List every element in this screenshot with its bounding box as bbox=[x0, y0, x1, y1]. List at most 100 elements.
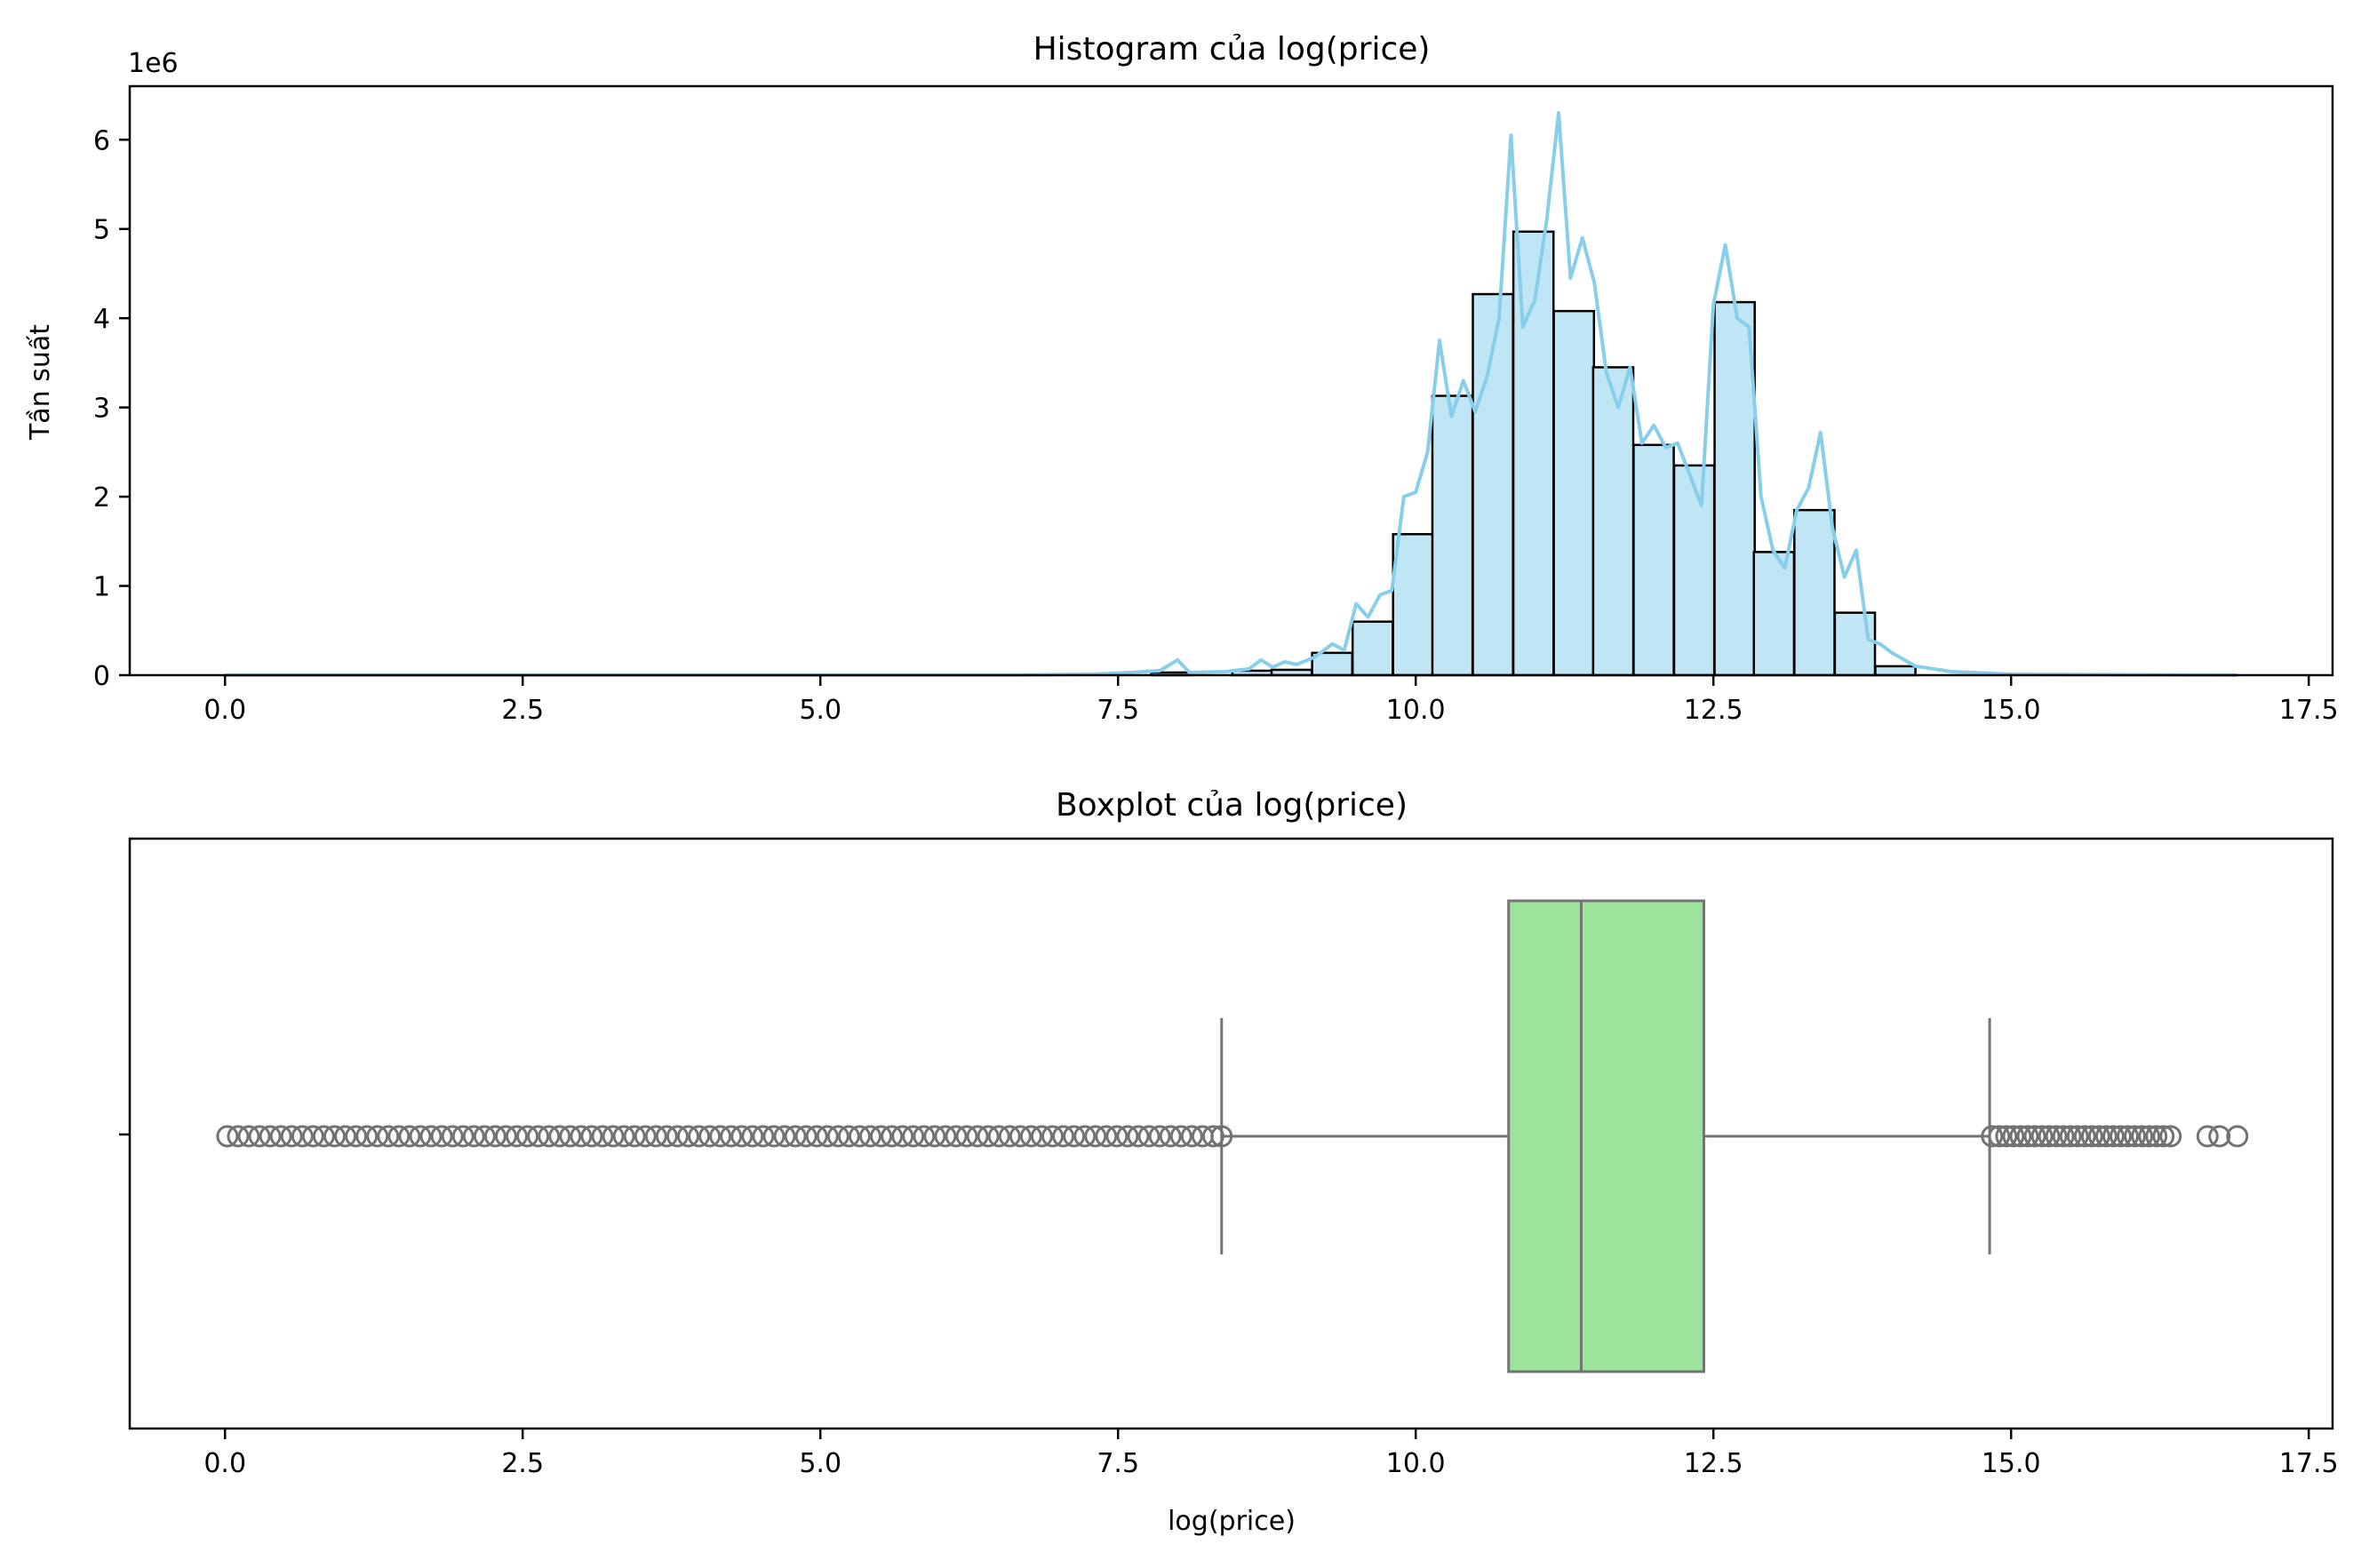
boxplot-outlier-point bbox=[870, 1125, 893, 1148]
boxplot-outlier-point bbox=[259, 1125, 282, 1148]
boxplot-outlier-point bbox=[2087, 1125, 2110, 1148]
boxplot-outlier-point bbox=[483, 1125, 507, 1148]
histogram-x-tick-label: 5.0 bbox=[799, 695, 842, 726]
histogram-x-tick-label: 10.0 bbox=[1386, 695, 1446, 726]
boxplot-outlier-point bbox=[516, 1125, 539, 1148]
boxplot-outlier-point bbox=[237, 1125, 260, 1148]
boxplot-outlier-point bbox=[2159, 1125, 2182, 1148]
histogram-bar-8 bbox=[1472, 292, 1514, 677]
histogram-bar-13 bbox=[1672, 464, 1716, 677]
histogram-axes-frame bbox=[128, 84, 2334, 677]
boxplot-outlier-point bbox=[548, 1125, 571, 1148]
boxplot-outlier-point bbox=[2030, 1125, 2054, 1148]
boxplot-outlier-point bbox=[1127, 1125, 1150, 1148]
histogram-y-axis-label: Tần suất bbox=[25, 324, 56, 441]
boxplot-outlier-point bbox=[816, 1125, 839, 1148]
boxplot-outlier-point bbox=[794, 1125, 818, 1148]
boxplot-outlier-point bbox=[2023, 1125, 2046, 1148]
boxplot-outlier-point bbox=[891, 1125, 914, 1148]
boxplot-outlier-point bbox=[441, 1125, 464, 1148]
boxplot-outlier-point bbox=[644, 1125, 667, 1148]
boxplot-outlier-point bbox=[591, 1125, 614, 1148]
boxplot-outlier-point bbox=[858, 1125, 881, 1148]
boxplot-outlier-point bbox=[366, 1125, 389, 1148]
boxplot-outlier-point bbox=[2009, 1125, 2032, 1148]
histogram-bar-17 bbox=[1833, 611, 1877, 677]
histogram-x-tick-label: 15.0 bbox=[1982, 695, 2041, 726]
boxplot-outlier-point bbox=[902, 1125, 925, 1148]
histogram-bar-11 bbox=[1591, 366, 1635, 677]
histogram-bar-12 bbox=[1632, 443, 1675, 677]
histogram-x-ticks: 0.0 2.5 5.0 7.5 10.0 12.5 15.0 17.5 bbox=[203, 675, 2339, 726]
boxplot-outlier-point bbox=[2152, 1125, 2175, 1148]
boxplot-outlier-point bbox=[1095, 1125, 1118, 1148]
boxplot-outlier-point bbox=[773, 1125, 796, 1148]
boxplot-outlier-point bbox=[784, 1125, 807, 1148]
boxplot-x-tick-label: 12.5 bbox=[1684, 1448, 1743, 1479]
boxplot-outlier-point bbox=[409, 1125, 432, 1148]
boxplot-outlier-point bbox=[473, 1125, 496, 1148]
histogram-y-offset-label: 1e6 bbox=[128, 48, 179, 79]
boxplot-x-tick-label: 7.5 bbox=[1097, 1448, 1139, 1479]
boxplot-outlier-point bbox=[913, 1125, 936, 1148]
boxplot-outlier-point bbox=[1137, 1125, 1161, 1148]
histogram-y-tick-label: 1 bbox=[93, 572, 110, 603]
histogram-kde-line bbox=[225, 111, 2237, 677]
boxplot-outlier-point bbox=[1019, 1125, 1042, 1148]
boxplot-outlier-point bbox=[398, 1125, 421, 1148]
histogram-x-tick-label: 7.5 bbox=[1097, 695, 1139, 726]
boxplot-outlier-point bbox=[2045, 1125, 2068, 1148]
histogram-bar-7 bbox=[1431, 394, 1474, 677]
boxplot-x-tick-label: 15.0 bbox=[1982, 1448, 2041, 1479]
boxplot-outlier-point bbox=[1116, 1125, 1139, 1148]
boxplot-x-tick-label: 2.5 bbox=[501, 1448, 544, 1479]
boxplot-outlier-point bbox=[1009, 1125, 1032, 1148]
histogram-panel: Histogram của log(price) 1e6 Tần suất 0.… bbox=[25, 31, 2339, 726]
boxplot-box bbox=[1220, 899, 1991, 1373]
boxplot-outlier-point bbox=[269, 1125, 292, 1148]
histogram-bar-16 bbox=[1793, 508, 1836, 677]
histogram-title: Histogram của log(price) bbox=[1033, 31, 1431, 68]
boxplot-outlier-point bbox=[1105, 1125, 1129, 1148]
boxplot-outlier-point bbox=[1995, 1125, 2018, 1148]
boxplot-outlier-point bbox=[2196, 1125, 2219, 1148]
boxplot-outlier-point bbox=[655, 1125, 678, 1148]
histogram-bar-6 bbox=[1392, 533, 1435, 677]
boxplot-outlier-point bbox=[752, 1125, 775, 1148]
boxplot-outlier-point bbox=[826, 1125, 849, 1148]
boxplot-outlier-point bbox=[966, 1125, 989, 1148]
boxplot-outlier-point bbox=[955, 1125, 978, 1148]
boxplot-outlier-point bbox=[301, 1125, 324, 1148]
boxplot-outlier-point bbox=[559, 1125, 582, 1148]
histogram-bar-14 bbox=[1713, 300, 1756, 677]
boxplot-panel: Boxplot của log(price) 0.0 2.5 5.0 7.5 10.0 1… bbox=[119, 787, 2339, 1537]
boxplot-outlier-point bbox=[570, 1125, 593, 1148]
boxplot-outlier-point bbox=[506, 1125, 528, 1148]
boxplot-outlier-point bbox=[923, 1125, 946, 1148]
boxplot-outlier-point bbox=[998, 1125, 1021, 1148]
boxplot-x-ticks: 0.0 2.5 5.0 7.5 10.0 12.5 15.0 17.5 bbox=[203, 1429, 2339, 1479]
boxplot-outlier-point bbox=[2052, 1125, 2075, 1148]
histogram-x-tick-label: 12.5 bbox=[1684, 695, 1743, 726]
boxplot-outlier-point bbox=[698, 1125, 722, 1148]
histogram-x-tick-label: 0.0 bbox=[203, 695, 246, 726]
boxplot-outlier-point bbox=[2138, 1125, 2161, 1148]
boxplot-outlier-point bbox=[2208, 1125, 2231, 1148]
boxplot-outlier-point bbox=[580, 1125, 603, 1148]
boxplot-outlier-point bbox=[688, 1125, 711, 1148]
boxplot-outlier-point bbox=[709, 1125, 732, 1148]
boxplot-outlier-point bbox=[934, 1125, 957, 1148]
histogram-y-tick-label: 2 bbox=[93, 482, 110, 513]
boxplot-outliers bbox=[216, 1125, 2249, 1148]
boxplot-outlier-point bbox=[881, 1125, 904, 1148]
boxplot-outlier-point bbox=[634, 1125, 657, 1148]
boxplot-outlier-point bbox=[323, 1125, 346, 1148]
boxplot-outlier-point bbox=[2117, 1125, 2140, 1148]
boxplot-outlier-point bbox=[2059, 1125, 2082, 1148]
boxplot-outlier-point bbox=[945, 1125, 968, 1148]
boxplot-outlier-point bbox=[462, 1125, 485, 1148]
histogram-bars bbox=[1150, 230, 1917, 677]
histogram-y-tick-label: 3 bbox=[93, 394, 110, 425]
boxplot-outlier-point bbox=[2038, 1125, 2061, 1148]
